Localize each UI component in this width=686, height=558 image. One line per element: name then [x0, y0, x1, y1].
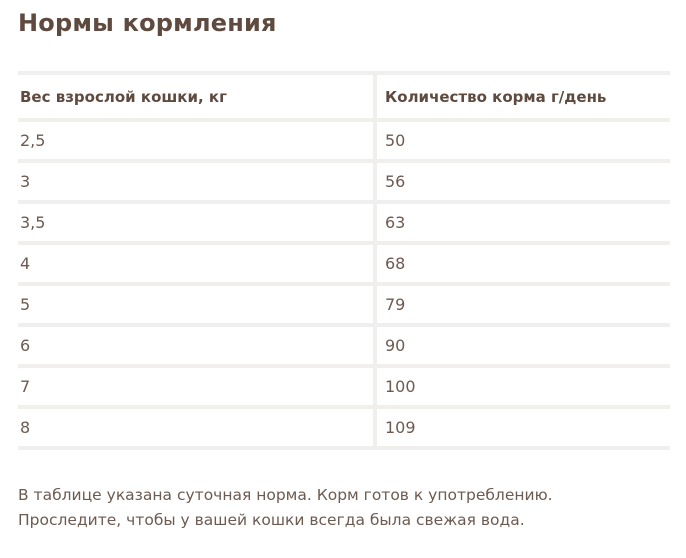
weight-cell: 3 [18, 163, 373, 204]
weight-cell: 3,5 [18, 204, 373, 245]
column-header-amount: Количество корма г/день [373, 71, 670, 122]
weight-cell: 2,5 [18, 122, 373, 163]
weight-cell: 8 [18, 409, 373, 450]
table-row: 3 56 [18, 163, 670, 204]
table-header-row: Вес взрослой кошки, кг Количество корма … [18, 71, 670, 122]
table-row: 8 109 [18, 409, 670, 450]
amount-cell: 109 [373, 409, 670, 450]
footnote-line-1: В таблице указана суточная норма. Корм г… [18, 486, 553, 504]
table-row: 3,5 63 [18, 204, 670, 245]
weight-cell: 7 [18, 368, 373, 409]
column-header-weight: Вес взрослой кошки, кг [18, 71, 373, 122]
page-title: Нормы кормления [18, 9, 277, 37]
weight-cell: 6 [18, 327, 373, 368]
table-row: 6 90 [18, 327, 670, 368]
amount-cell: 50 [373, 122, 670, 163]
amount-cell: 63 [373, 204, 670, 245]
table-row: 2,5 50 [18, 122, 670, 163]
footnote-line-2: Проследите, чтобы у вашей кошки всегда б… [18, 511, 525, 529]
footnote: В таблице указана суточная норма. Корм г… [18, 483, 670, 533]
table-row: 5 79 [18, 286, 670, 327]
weight-cell: 4 [18, 245, 373, 286]
feeding-table: Вес взрослой кошки, кг Количество корма … [18, 71, 670, 450]
amount-cell: 68 [373, 245, 670, 286]
weight-cell: 5 [18, 286, 373, 327]
table-row: 7 100 [18, 368, 670, 409]
amount-cell: 79 [373, 286, 670, 327]
table-row: 4 68 [18, 245, 670, 286]
amount-cell: 90 [373, 327, 670, 368]
amount-cell: 56 [373, 163, 670, 204]
amount-cell: 100 [373, 368, 670, 409]
